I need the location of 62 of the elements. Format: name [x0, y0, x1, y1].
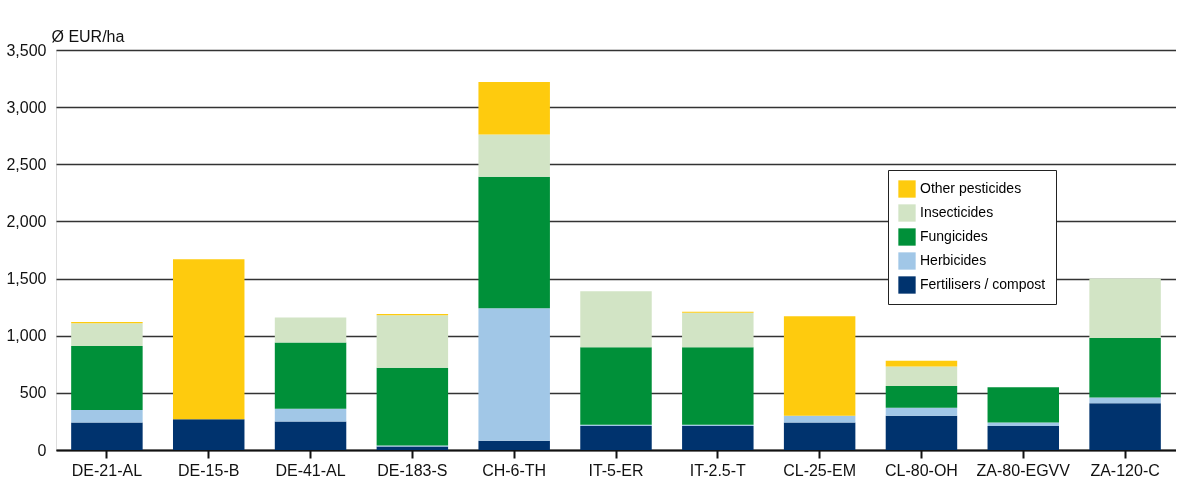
bar — [885, 366, 958, 386]
legend-label: Fertilisers / compost — [920, 276, 1046, 292]
y-tick-label: 2,500 — [6, 155, 47, 173]
y-tick-label: 3,500 — [6, 41, 47, 59]
y-tick-label: 500 — [19, 384, 47, 402]
y-tick-label: 2,000 — [6, 212, 47, 230]
bar — [172, 259, 245, 420]
bar — [682, 312, 754, 348]
bar — [783, 422, 856, 450]
bar — [885, 415, 958, 450]
bar — [376, 367, 449, 446]
bar — [682, 347, 754, 425]
bar — [885, 407, 958, 416]
bar — [274, 421, 347, 450]
bar — [71, 346, 143, 410]
x-tick-label: CL-25-EM — [783, 461, 857, 479]
bar — [580, 291, 652, 348]
x-tick-label: ZA-80-EGVV — [976, 461, 1071, 479]
legend-label: Fungicides — [920, 228, 988, 244]
bar — [376, 315, 449, 368]
bar — [274, 342, 347, 409]
y-tick-label: 3,000 — [6, 98, 47, 116]
bar — [71, 410, 143, 423]
bar — [1089, 397, 1161, 404]
x-tick-label: DE-183-S — [377, 461, 448, 479]
bar — [478, 134, 550, 177]
x-tick-label: IT-5-ER — [588, 461, 644, 479]
bar — [987, 426, 1060, 450]
y-tick-label: 1,500 — [6, 270, 47, 288]
x-tick-label: DE-21-AL — [71, 461, 143, 479]
bar — [478, 308, 550, 441]
bar — [580, 426, 652, 450]
bar — [987, 387, 1060, 423]
bar — [783, 316, 856, 416]
bar — [71, 422, 143, 450]
x-tick-label: ZA-120-C — [1090, 461, 1160, 479]
x-tick-label: DE-15-B — [178, 461, 240, 479]
legend-label: Other pesticides — [920, 180, 1022, 196]
bar — [478, 440, 550, 450]
bar — [274, 408, 347, 422]
bar — [172, 419, 245, 450]
bar — [1089, 338, 1161, 398]
bar — [274, 317, 347, 343]
bar — [682, 426, 754, 450]
x-tick-label: CH-6-TH — [482, 461, 547, 479]
legend-label: Herbicides — [920, 252, 987, 268]
bar — [478, 176, 550, 309]
y-tick-label: 0 — [37, 441, 47, 459]
y-tick-label: 1,000 — [6, 327, 47, 345]
legend-label: Insecticides — [920, 204, 994, 220]
bar — [580, 347, 652, 425]
bar — [783, 415, 856, 423]
bar — [1089, 403, 1161, 450]
x-tick-label: CL-80-OH — [885, 461, 958, 479]
bar — [71, 323, 143, 346]
x-tick-label: DE-41-AL — [275, 461, 346, 479]
bar — [885, 360, 958, 367]
bar — [885, 386, 958, 408]
bar — [1089, 278, 1161, 338]
y-axis-title: Ø EUR/ha — [51, 27, 125, 45]
bar — [478, 82, 550, 135]
x-tick-label: IT-2.5-T — [689, 461, 747, 479]
